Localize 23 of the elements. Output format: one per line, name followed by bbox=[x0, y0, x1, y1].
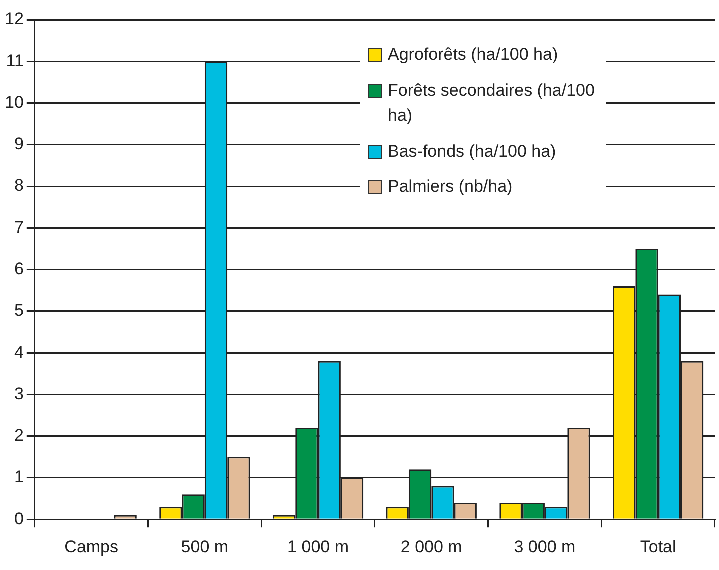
y-tick-label: 1 bbox=[14, 468, 24, 487]
x-tick-label: 1 000 m bbox=[288, 537, 349, 556]
x-tick-label: 2 000 m bbox=[400, 537, 462, 556]
y-tick-label: 0 bbox=[14, 509, 24, 528]
y-tick-label: 7 bbox=[14, 218, 24, 237]
x-tick-label: Total bbox=[640, 537, 676, 556]
y-tick-label: 3 bbox=[14, 384, 24, 404]
legend-label: Forêts secondaires (ha/100 ha) bbox=[388, 80, 596, 127]
y-tick-label: 2 bbox=[14, 426, 24, 446]
y-tick-label: 8 bbox=[14, 176, 24, 196]
y-tick-label: 12 bbox=[4, 10, 24, 29]
x-tick-label: 500 m bbox=[181, 537, 229, 556]
legend-label: Palmiers (nb/ha) bbox=[388, 176, 513, 198]
legend-label: Bas-fonds (ha/100 ha) bbox=[388, 140, 556, 162]
x-tick-label: 3 000 m bbox=[514, 537, 576, 556]
y-tick-label: 10 bbox=[4, 92, 24, 112]
legend-label: Agroforêts (ha/100 ha) bbox=[388, 44, 558, 66]
y-tick-label: 11 bbox=[6, 51, 24, 70]
x-tick-label: Camps bbox=[64, 537, 119, 556]
y-tick-label: 5 bbox=[14, 301, 24, 320]
y-tick-label: 6 bbox=[14, 259, 24, 278]
y-tick-label: 9 bbox=[14, 134, 24, 154]
y-tick-label: 4 bbox=[14, 342, 24, 362]
